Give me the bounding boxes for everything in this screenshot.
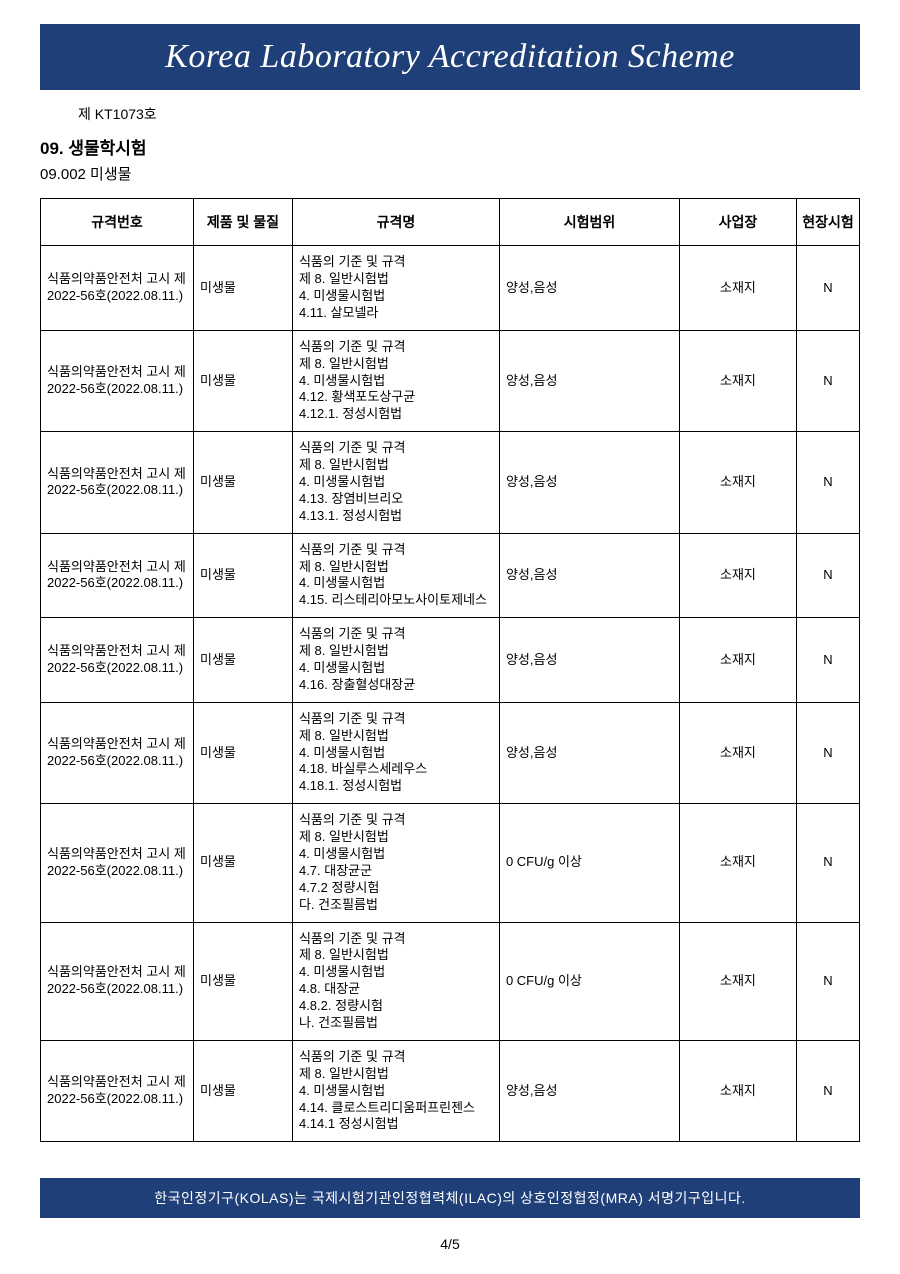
cell-name: 식품의 기준 및 규격제 8. 일반시험법4. 미생물시험법4.16. 장출혈성… [292,618,499,703]
sub-section: 09.002 미생물 [40,163,860,184]
table-row: 식품의약품안전처 고시 제2022-56호(2022.08.11.)미생물식품의… [41,432,860,533]
title-banner: Korea Laboratory Accreditation Scheme [40,24,860,90]
section-title: 09. 생물학시험 [40,134,860,159]
cell-name: 식품의 기준 및 규격제 8. 일반시험법4. 미생물시험법4.14. 클로스트… [292,1040,499,1141]
cell-scope: 양성,음성 [499,1040,679,1141]
cell-name: 식품의 기준 및 규격제 8. 일반시험법4. 미생물시험법4.7. 대장균군4… [292,804,499,922]
table-row: 식품의약품안전처 고시 제2022-56호(2022.08.11.)미생물식품의… [41,618,860,703]
col-header-field: 현장시험 [796,199,859,246]
cell-field: N [796,330,859,431]
cell-product: 미생물 [193,618,292,703]
accreditation-table: 규격번호 제품 및 물질 규격명 시험범위 사업장 현장시험 식품의약품안전처 … [40,198,860,1142]
cell-product: 미생물 [193,804,292,922]
cell-name: 식품의 기준 및 규격제 8. 일반시험법4. 미생물시험법4.12. 황색포도… [292,330,499,431]
cell-product: 미생물 [193,1040,292,1141]
table-row: 식품의약품안전처 고시 제2022-56호(2022.08.11.)미생물식품의… [41,1040,860,1141]
cell-site: 소재지 [679,246,796,331]
cell-standard: 식품의약품안전처 고시 제2022-56호(2022.08.11.) [41,702,194,803]
col-header-site: 사업장 [679,199,796,246]
cell-name: 식품의 기준 및 규격제 8. 일반시험법4. 미생물시험법4.13. 장염비브… [292,432,499,533]
cell-name: 식품의 기준 및 규격제 8. 일반시험법4. 미생물시험법4.15. 리스테리… [292,533,499,618]
cell-standard: 식품의약품안전처 고시 제2022-56호(2022.08.11.) [41,432,194,533]
cell-scope: 양성,음성 [499,246,679,331]
cell-site: 소재지 [679,1040,796,1141]
cell-field: N [796,618,859,703]
cell-standard: 식품의약품안전처 고시 제2022-56호(2022.08.11.) [41,246,194,331]
table-header-row: 규격번호 제품 및 물질 규격명 시험범위 사업장 현장시험 [41,199,860,246]
cell-scope: 0 CFU/g 이상 [499,922,679,1040]
table-row: 식품의약품안전처 고시 제2022-56호(2022.08.11.)미생물식품의… [41,702,860,803]
cell-field: N [796,432,859,533]
cell-site: 소재지 [679,804,796,922]
cell-standard: 식품의약품안전처 고시 제2022-56호(2022.08.11.) [41,533,194,618]
cell-field: N [796,702,859,803]
cell-product: 미생물 [193,246,292,331]
cell-site: 소재지 [679,702,796,803]
cell-standard: 식품의약품안전처 고시 제2022-56호(2022.08.11.) [41,804,194,922]
table-row: 식품의약품안전처 고시 제2022-56호(2022.08.11.)미생물식품의… [41,533,860,618]
banner-title: Korea Laboratory Accreditation Scheme [165,38,735,75]
cell-product: 미생물 [193,702,292,803]
col-header-scope: 시험범위 [499,199,679,246]
cell-scope: 0 CFU/g 이상 [499,804,679,922]
page-number: 4/5 [0,1236,900,1252]
cell-scope: 양성,음성 [499,618,679,703]
cell-field: N [796,533,859,618]
table-row: 식품의약품안전처 고시 제2022-56호(2022.08.11.)미생물식품의… [41,330,860,431]
cell-site: 소재지 [679,432,796,533]
cell-scope: 양성,음성 [499,432,679,533]
cell-standard: 식품의약품안전처 고시 제2022-56호(2022.08.11.) [41,618,194,703]
cell-standard: 식품의약품안전처 고시 제2022-56호(2022.08.11.) [41,922,194,1040]
cell-standard: 식품의약품안전처 고시 제2022-56호(2022.08.11.) [41,1040,194,1141]
footer-banner: 한국인정기구(KOLAS)는 국제시험기관인정협력체(ILAC)의 상호인정협정… [40,1178,860,1218]
table-row: 식품의약품안전처 고시 제2022-56호(2022.08.11.)미생물식품의… [41,922,860,1040]
cell-product: 미생물 [193,330,292,431]
cell-name: 식품의 기준 및 규격제 8. 일반시험법4. 미생물시험법4.8. 대장균4.… [292,922,499,1040]
cell-name: 식품의 기준 및 규격제 8. 일반시험법4. 미생물시험법4.18. 바실루스… [292,702,499,803]
col-header-name: 규격명 [292,199,499,246]
cell-field: N [796,804,859,922]
cell-site: 소재지 [679,922,796,1040]
cell-product: 미생물 [193,922,292,1040]
col-header-product: 제품 및 물질 [193,199,292,246]
cell-site: 소재지 [679,618,796,703]
cell-standard: 식품의약품안전처 고시 제2022-56호(2022.08.11.) [41,330,194,431]
cell-scope: 양성,음성 [499,702,679,803]
cell-name: 식품의 기준 및 규격제 8. 일반시험법4. 미생물시험법4.11. 살모넬라 [292,246,499,331]
table-row: 식품의약품안전처 고시 제2022-56호(2022.08.11.)미생물식품의… [41,804,860,922]
cell-field: N [796,1040,859,1141]
cell-scope: 양성,음성 [499,533,679,618]
cell-product: 미생물 [193,533,292,618]
cell-product: 미생물 [193,432,292,533]
cell-site: 소재지 [679,330,796,431]
cell-site: 소재지 [679,533,796,618]
table-row: 식품의약품안전처 고시 제2022-56호(2022.08.11.)미생물식품의… [41,246,860,331]
col-header-standard: 규격번호 [41,199,194,246]
document-number: 제 KT1073호 [78,104,860,124]
cell-scope: 양성,음성 [499,330,679,431]
cell-field: N [796,922,859,1040]
cell-field: N [796,246,859,331]
